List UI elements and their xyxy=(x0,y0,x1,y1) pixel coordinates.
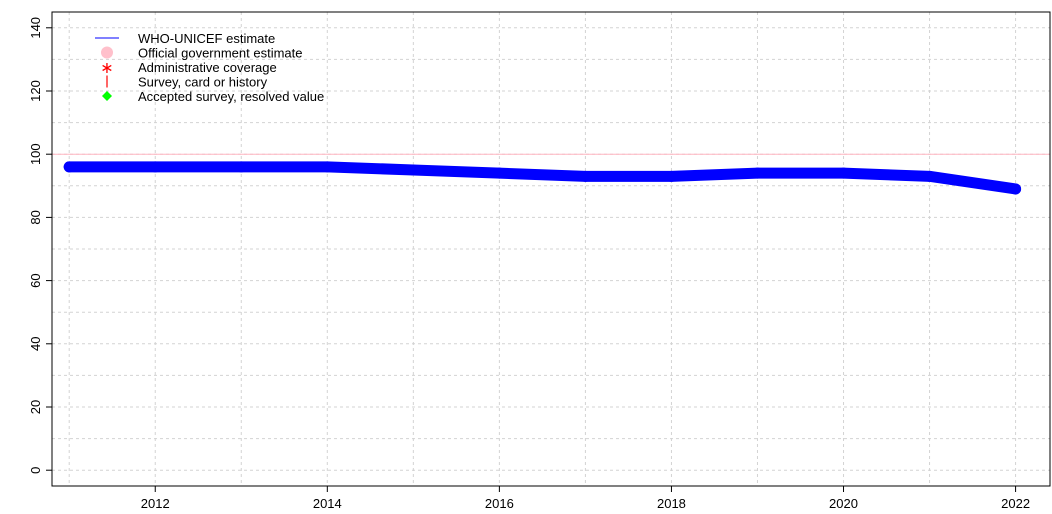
data-point xyxy=(838,167,850,179)
legend-item: Survey, card or history xyxy=(106,75,268,90)
grid-lines xyxy=(52,12,1050,486)
y-tick-label: 80 xyxy=(28,210,43,224)
legend-label: Administrative coverage xyxy=(138,60,277,75)
data-point xyxy=(579,170,591,182)
y-tick-label: 40 xyxy=(28,337,43,351)
data-point xyxy=(235,161,247,173)
legend-item: WHO-UNICEF estimate xyxy=(95,31,275,46)
legend-label: WHO-UNICEF estimate xyxy=(138,31,275,46)
y-tick-label: 120 xyxy=(28,80,43,102)
y-tick-label: 140 xyxy=(28,17,43,39)
legend-label: Survey, card or history xyxy=(138,75,268,90)
legend-item: Official government estimate xyxy=(101,46,303,61)
plot-frame xyxy=(51,11,1051,487)
x-tick-label: 2016 xyxy=(485,496,514,511)
axes: 2012 2014 2016 2018 2020 2022 0 20 40 60 80 100 120 1… xyxy=(28,11,1051,511)
data-point xyxy=(63,161,75,173)
x-tick-label: 2012 xyxy=(141,496,170,511)
series-layer xyxy=(63,161,1022,195)
y-tick-label: 20 xyxy=(28,400,43,414)
x-tick-label: 2022 xyxy=(1001,496,1030,511)
x-tick-label: 2018 xyxy=(657,496,686,511)
data-point xyxy=(149,161,161,173)
data-point xyxy=(493,167,505,179)
data-point xyxy=(1010,183,1022,195)
legend-circle-icon xyxy=(101,46,113,59)
legend-diamond-icon xyxy=(102,91,112,101)
legend-asterisk-icon: ∗ xyxy=(100,58,113,77)
data-point xyxy=(924,170,936,182)
x-tick-label: 2020 xyxy=(829,496,858,511)
series-line xyxy=(63,161,1022,195)
data-point xyxy=(407,164,419,176)
x-tick-label: 2014 xyxy=(313,496,342,511)
data-point xyxy=(665,170,677,182)
data-point xyxy=(321,161,333,173)
y-tick-label: 100 xyxy=(28,143,43,165)
y-tick-label: 0 xyxy=(28,467,43,474)
legend-item: ∗ Administrative coverage xyxy=(100,58,276,77)
data-point xyxy=(751,167,763,179)
y-tick-label: 60 xyxy=(28,273,43,287)
legend-label: Official government estimate xyxy=(138,46,303,61)
legend-item: Accepted survey, resolved value xyxy=(102,89,324,104)
legend-label: Accepted survey, resolved value xyxy=(138,89,324,104)
